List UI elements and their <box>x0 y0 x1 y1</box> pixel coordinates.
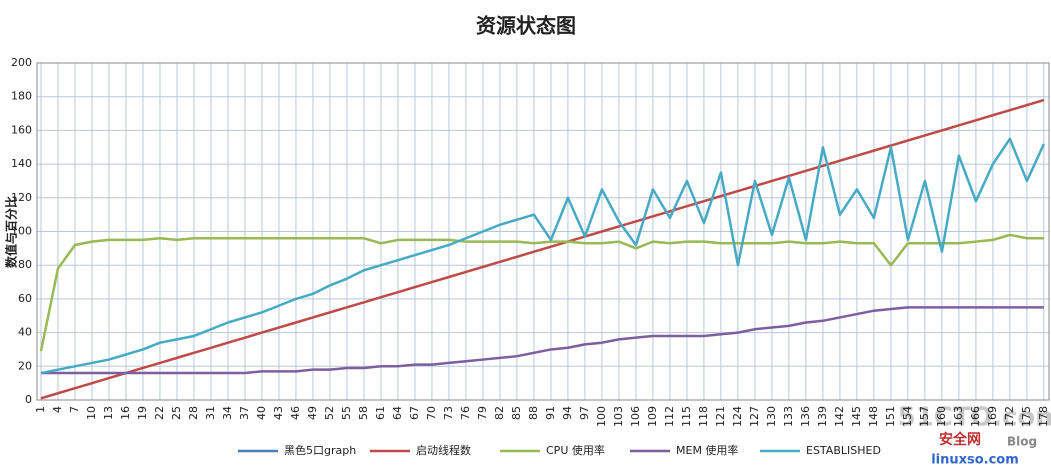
y-tick-label: 140 <box>11 157 32 170</box>
x-tick-label: 163 <box>952 406 965 427</box>
x-tick-label: 34 <box>221 406 234 420</box>
x-tick-label: 172 <box>1003 406 1016 427</box>
x-tick-label: 64 <box>391 406 404 420</box>
y-tick-label: 20 <box>18 359 32 372</box>
x-tick-label: 49 <box>306 406 319 420</box>
chart-title: 资源状态图 <box>476 14 576 38</box>
y-tick-label: 160 <box>11 123 32 136</box>
series-line <box>40 98 1045 400</box>
x-tick-label: 97 <box>578 406 591 420</box>
series-line <box>40 306 1044 375</box>
x-tick-label: 166 <box>969 406 982 427</box>
x-tick-label: 142 <box>833 406 846 427</box>
y-tick-label: 120 <box>11 191 32 204</box>
x-tick-label: 115 <box>680 406 693 427</box>
x-tick-label: 127 <box>748 406 761 427</box>
legend-label: ESTABLISHED <box>806 444 881 457</box>
legend-label: 启动线程数 <box>416 443 471 457</box>
x-tick-label: 13 <box>102 406 115 420</box>
x-tick-label: 136 <box>799 406 812 427</box>
x-tick-label: 157 <box>918 406 931 427</box>
x-tick-label: 7 <box>68 406 81 413</box>
x-tick-label: 160 <box>935 406 948 427</box>
watermark-url: linuxso.com <box>931 453 1019 468</box>
x-tick-label: 124 <box>731 406 744 427</box>
x-tick-label: 43 <box>272 406 285 420</box>
x-tick-label: 4 <box>51 406 64 413</box>
x-tick-label: 121 <box>714 406 727 427</box>
y-tick-label: 60 <box>18 292 32 305</box>
x-tick-label: 154 <box>901 406 914 427</box>
x-tick-label: 169 <box>986 406 999 427</box>
x-tick-label: 109 <box>646 406 659 427</box>
x-tick-label: 10 <box>85 406 98 420</box>
x-tick-label: 19 <box>136 406 149 420</box>
x-tick-label: 88 <box>527 406 540 420</box>
x-tick-label: 94 <box>561 406 574 420</box>
x-tick-label: 133 <box>782 406 795 427</box>
x-tick-label: 178 <box>1037 406 1050 427</box>
x-tick-label: 82 <box>493 406 506 420</box>
x-tick-label: 58 <box>357 406 370 420</box>
x-tick-label: 151 <box>884 406 897 427</box>
x-tick-label: 73 <box>442 406 455 420</box>
x-tick-label: 61 <box>374 406 387 420</box>
x-tick-label: 139 <box>816 406 829 427</box>
x-tick-label: 28 <box>187 406 200 420</box>
x-tick-label: 1 <box>34 406 47 413</box>
series-line <box>39 233 1044 352</box>
x-tick-label: 112 <box>663 406 676 427</box>
x-tick-label: 91 <box>544 406 557 420</box>
x-tick-label: 103 <box>612 406 625 427</box>
x-tick-label: 40 <box>255 406 268 420</box>
x-tick-label: 85 <box>510 406 523 420</box>
y-axis-label: 数值与百分比 <box>4 196 19 268</box>
watermark-name: 安全网 <box>939 431 981 448</box>
x-tick-label: 130 <box>765 406 778 427</box>
x-tick-label: 70 <box>425 406 438 420</box>
x-tick-label: 76 <box>459 406 472 420</box>
x-tick-label: 25 <box>170 406 183 420</box>
legend-label: 黑色5口graph <box>284 443 356 457</box>
y-tick-label: 200 <box>11 56 32 69</box>
y-tick-label: 0 <box>25 393 32 406</box>
plot-area <box>36 62 1050 401</box>
x-tick-label: 145 <box>850 406 863 427</box>
x-tick-label: 100 <box>595 406 608 427</box>
x-tick-label: 31 <box>204 406 217 420</box>
x-tick-label: 175 <box>1020 406 1033 427</box>
watermark-site: 51CTO.com <box>898 403 1051 433</box>
x-tick-label: 52 <box>323 406 336 420</box>
legend-label: CPU 使用率 <box>546 443 605 457</box>
y-tick-label: 180 <box>11 90 32 103</box>
x-tick-label: 118 <box>697 406 710 427</box>
x-tick-label: 55 <box>340 406 353 420</box>
legend-label: MEM 使用率 <box>676 443 738 457</box>
series-line <box>40 137 1046 375</box>
x-tick-label: 37 <box>238 406 251 420</box>
y-tick-label: 40 <box>18 326 32 339</box>
x-tick-label: 79 <box>476 406 489 420</box>
x-tick-label: 46 <box>289 406 302 420</box>
x-tick-label: 67 <box>408 406 421 420</box>
y-tick-label: 100 <box>11 225 32 238</box>
x-tick-label: 106 <box>629 406 642 427</box>
x-tick-label: 22 <box>153 406 166 420</box>
watermark-tag: Blog <box>1007 435 1037 449</box>
x-tick-label: 16 <box>119 406 132 420</box>
y-tick-label: 80 <box>18 258 32 271</box>
x-tick-label: 148 <box>867 406 880 427</box>
